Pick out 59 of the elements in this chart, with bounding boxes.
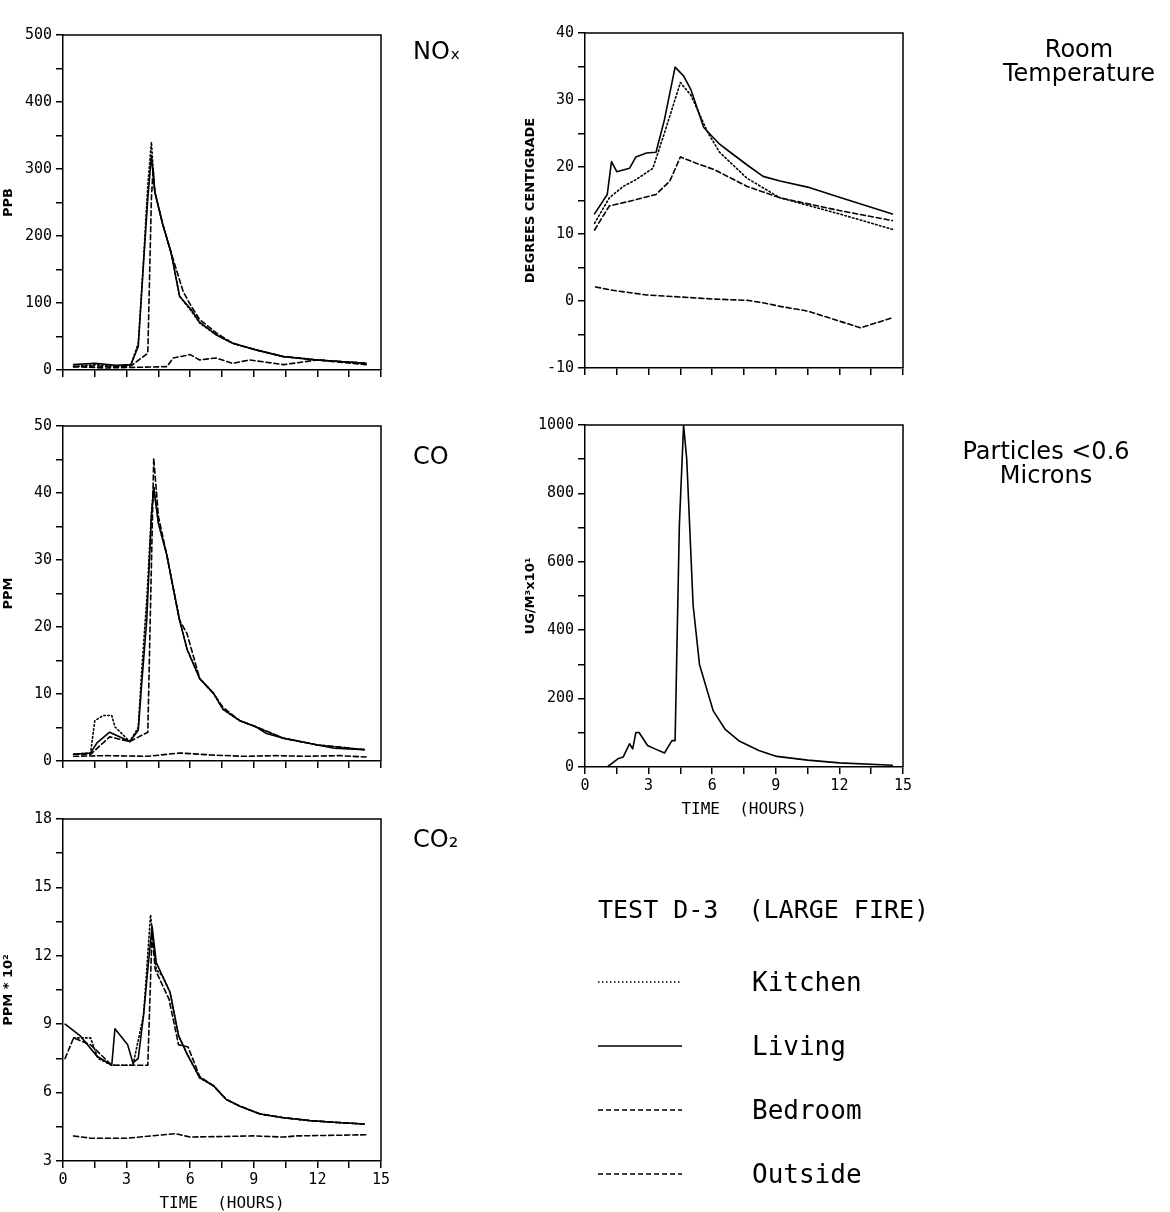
x-tick-label: 6 [707, 775, 717, 794]
text: Particles <0.6 Microns [962, 437, 1130, 490]
y-tick-label: 600 [546, 551, 574, 570]
x-tick-label: 6 [185, 1169, 195, 1188]
y-tick-label: 100 [24, 292, 52, 311]
x-tick-label: 3 [122, 1169, 132, 1188]
y-tick-label: 6 [42, 1082, 52, 1101]
x-tick-label: 0 [580, 775, 590, 794]
y-tick-label: 30 [33, 549, 52, 568]
y-tick-label: 12 [33, 945, 52, 964]
y-axis-title: DEGREES CENTIGRADE [522, 117, 538, 284]
y-tick-label: 1000 [537, 414, 574, 433]
text: CO₂ [413, 825, 459, 854]
y-axis-title: PPB [0, 188, 16, 217]
y-tick-label: 200 [546, 688, 574, 707]
y-tick-label: 10 [33, 683, 52, 702]
y-tick-label: 18 [33, 808, 52, 827]
x-tick-label: 9 [771, 775, 781, 794]
y-tick-label: 10 [555, 223, 574, 242]
y-tick-label: 400 [546, 620, 574, 639]
y-tick-label: 800 [546, 483, 574, 502]
y-tick-label: 400 [24, 91, 52, 110]
y-tick-label: 30 [555, 89, 574, 108]
x-tick-label: 15 [371, 1169, 391, 1188]
text: Bedroom [752, 1095, 862, 1125]
y-tick-label: 20 [33, 616, 52, 635]
text: Living [752, 1031, 846, 1061]
x-tick-label: 15 [893, 775, 913, 794]
y-axis-title: PPM * 10² [0, 954, 16, 1026]
y-tick-label: 40 [555, 22, 574, 41]
text: Room Temperature [1001, 35, 1156, 88]
text: NOₓ [413, 37, 461, 66]
x-tick-label: 9 [249, 1169, 259, 1188]
text: CO [413, 442, 449, 471]
text: Kitchen [752, 967, 862, 997]
y-tick-label: 500 [24, 24, 52, 43]
x-axis-title: TIME (HOURS) [159, 1192, 285, 1212]
y-tick-label: 3 [42, 1150, 52, 1169]
text: Outside [752, 1159, 862, 1189]
y-axis-title: PPM [0, 577, 16, 610]
y-tick-label: -10 [546, 357, 574, 376]
x-tick-label: 12 [830, 775, 849, 794]
y-tick-label: 40 [33, 482, 52, 501]
y-tick-label: 200 [24, 225, 52, 244]
y-tick-label: 50 [33, 415, 52, 434]
y-tick-label: 0 [42, 750, 52, 769]
x-tick-label: 12 [308, 1169, 327, 1188]
y-axis-title: UG/M³x10¹ [522, 557, 538, 635]
y-tick-label: 0 [564, 290, 574, 309]
x-tick-label: 0 [58, 1169, 68, 1188]
y-tick-label: 300 [24, 158, 52, 177]
legend-title: TEST D-3 (LARGE FIRE) [598, 895, 930, 924]
y-tick-label: 15 [33, 877, 52, 896]
y-tick-label: 20 [555, 156, 574, 175]
y-tick-label: 0 [564, 756, 574, 775]
y-tick-label: 9 [42, 1014, 52, 1033]
y-tick-label: 0 [42, 359, 52, 378]
x-axis-title: TIME (HOURS) [681, 798, 807, 818]
x-tick-label: 3 [644, 775, 654, 794]
